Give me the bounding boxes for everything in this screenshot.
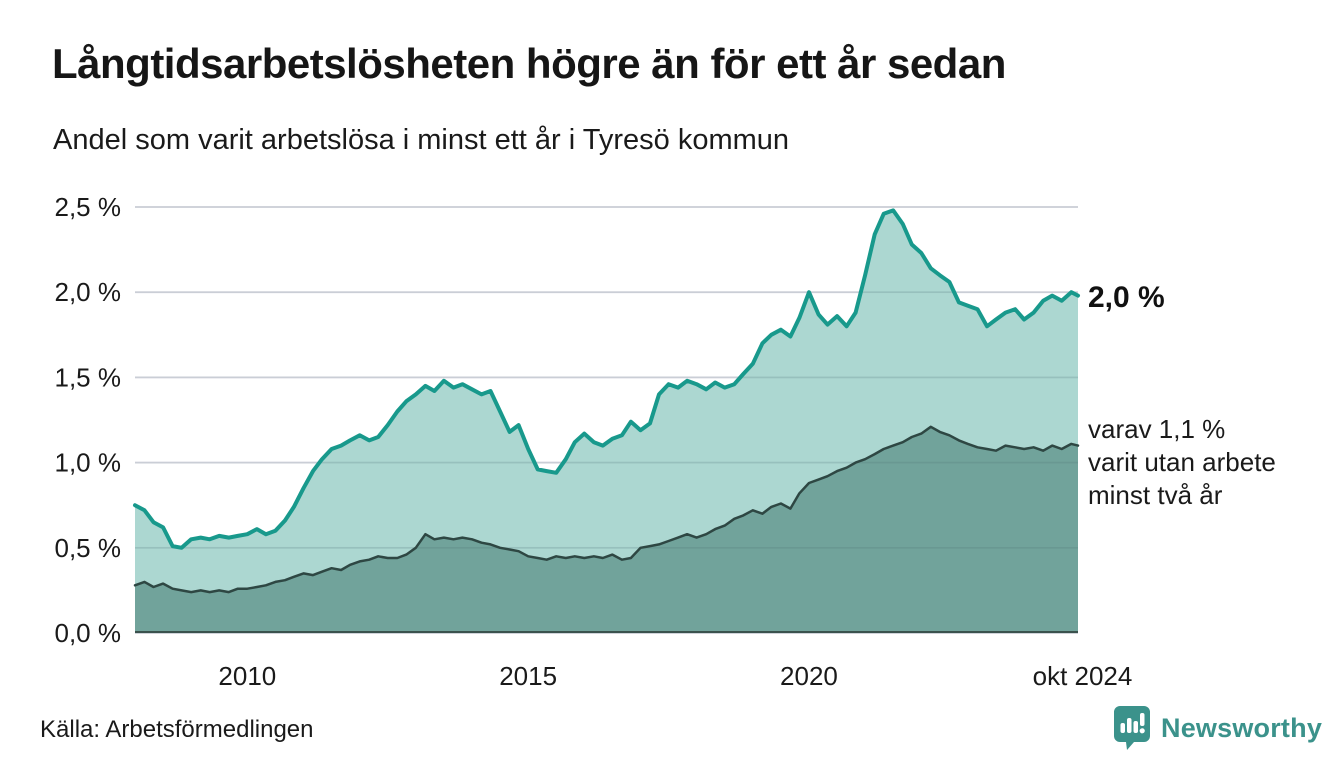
- chart-subtitle: Andel som varit arbetslösa i minst ett å…: [53, 124, 790, 156]
- newsworthy-bubble-chart-icon: [1114, 706, 1150, 750]
- y-tick-label: 1,0 %: [55, 448, 122, 478]
- area-two-years: [135, 426, 1078, 633]
- x-tick-label: okt 2024: [1033, 661, 1133, 691]
- newsworthy-wordmark: Newsworthy: [1161, 712, 1323, 743]
- x-tick-label: 2015: [499, 661, 557, 691]
- line-total: [133, 208, 1080, 550]
- y-tick-label: 2,5 %: [55, 192, 122, 222]
- x-tick-label: 2010: [218, 661, 276, 691]
- end-value-label-two-years: varav 1,1 % varit utan arbete minst två …: [1088, 414, 1276, 510]
- x-tick-label: 2020: [780, 661, 838, 691]
- chart-title: Långtidsarbetslösheten högre än för ett …: [52, 40, 1006, 87]
- line-two-years: [133, 425, 1080, 594]
- y-tick-label: 2,0 %: [55, 277, 122, 307]
- y-tick-label: 0,5 %: [55, 533, 122, 563]
- source-note: Källa: Arbetsförmedlingen: [40, 716, 314, 743]
- y-tick-label: 1,5 %: [55, 362, 122, 392]
- end-value-label-total: 2,0 %: [1088, 281, 1165, 314]
- y-tick-label: 0,0 %: [55, 618, 122, 648]
- newsworthy-logo: Newsworthy: [1113, 705, 1322, 751]
